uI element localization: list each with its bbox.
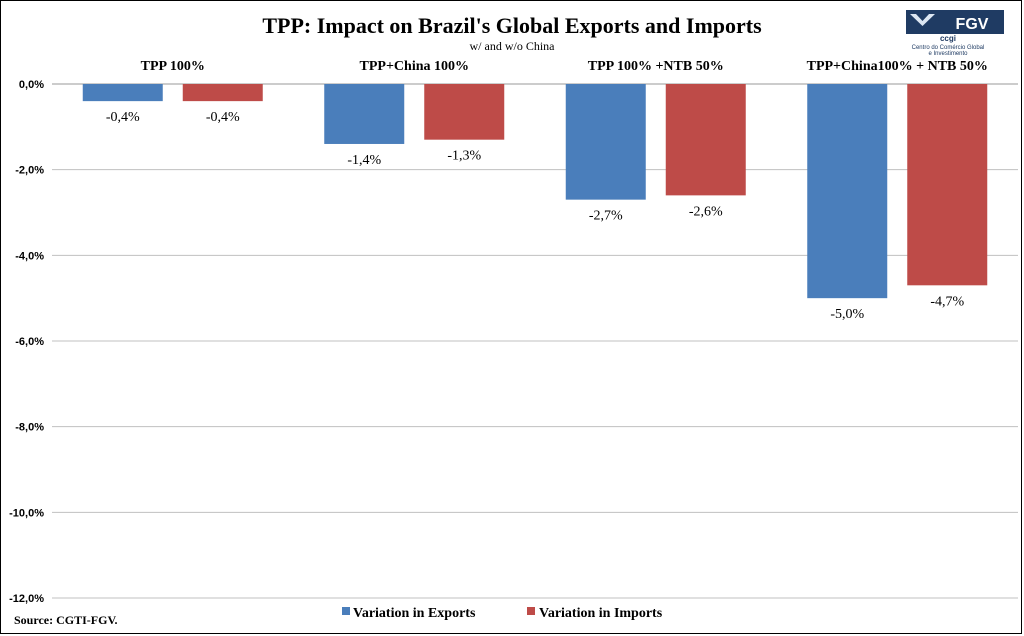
logo-brand: FGV bbox=[956, 16, 989, 33]
data-label: -1,3% bbox=[447, 149, 481, 164]
data-label: -0,4% bbox=[106, 110, 140, 125]
data-label: -4,7% bbox=[930, 294, 964, 309]
legend-label-imports: Variation in Imports bbox=[539, 606, 663, 621]
data-label: -0,4% bbox=[206, 110, 240, 125]
data-label: -2,6% bbox=[689, 204, 723, 219]
y-tick-label: -10,0% bbox=[9, 507, 44, 519]
legend-swatch-exports bbox=[342, 607, 350, 615]
chart-title: TPP: Impact on Brazil's Global Exports a… bbox=[262, 13, 762, 38]
bars bbox=[82, 84, 988, 299]
logo-chevron-inner-icon bbox=[916, 14, 929, 21]
category-label: TPP+China100% + NTB 50% bbox=[807, 59, 988, 74]
data-label: -2,7% bbox=[589, 209, 623, 224]
fgv-logo: FGV ccgi Centro do Comércio Global e Inv… bbox=[906, 10, 1004, 57]
logo-caption-1: Centro do Comércio Global bbox=[912, 45, 985, 51]
bar bbox=[907, 84, 988, 286]
bar bbox=[807, 84, 888, 299]
legend-label-exports: Variation in Exports bbox=[353, 606, 476, 621]
y-tick-label: -4,0% bbox=[15, 250, 44, 262]
data-label: -1,4% bbox=[347, 153, 381, 168]
legend: Variation in Exports Variation in Import… bbox=[342, 606, 663, 621]
chart-subtitle: w/ and w/o China bbox=[470, 39, 556, 53]
category-labels: TPP 100% TPP+China 100% TPP 100% +NTB 50% T… bbox=[141, 59, 988, 74]
source-note: Source: CGTI-FGV. bbox=[14, 613, 118, 627]
legend-swatch-imports bbox=[527, 607, 535, 615]
bar bbox=[565, 84, 646, 200]
y-tick-label: -12,0% bbox=[9, 593, 44, 605]
y-tick-label: -2,0% bbox=[15, 165, 44, 177]
logo-caption-2: e Investimento bbox=[928, 51, 968, 57]
data-labels: -0,4% -0,4% -1,4% -1,3% -2,7% -2,6% -5,0% -4,7% bbox=[106, 110, 965, 322]
bar bbox=[665, 84, 746, 196]
category-label: TPP+China 100% bbox=[360, 59, 470, 74]
y-tick-label: -6,0% bbox=[15, 336, 44, 348]
bar bbox=[424, 84, 505, 140]
bar bbox=[324, 84, 405, 144]
data-label: -5,0% bbox=[830, 307, 864, 322]
logo-sub: ccgi bbox=[940, 34, 956, 43]
y-tick-label: 0,0% bbox=[19, 79, 44, 91]
y-tick-label: -8,0% bbox=[15, 422, 44, 434]
y-axis-tick-labels: 0,0% -2,0% -4,0% -6,0% -8,0% -10,0% -12,0% bbox=[9, 79, 44, 605]
bar bbox=[182, 84, 263, 102]
bar bbox=[82, 84, 163, 102]
category-label: TPP 100% bbox=[141, 59, 205, 74]
category-label: TPP 100% +NTB 50% bbox=[588, 59, 724, 74]
